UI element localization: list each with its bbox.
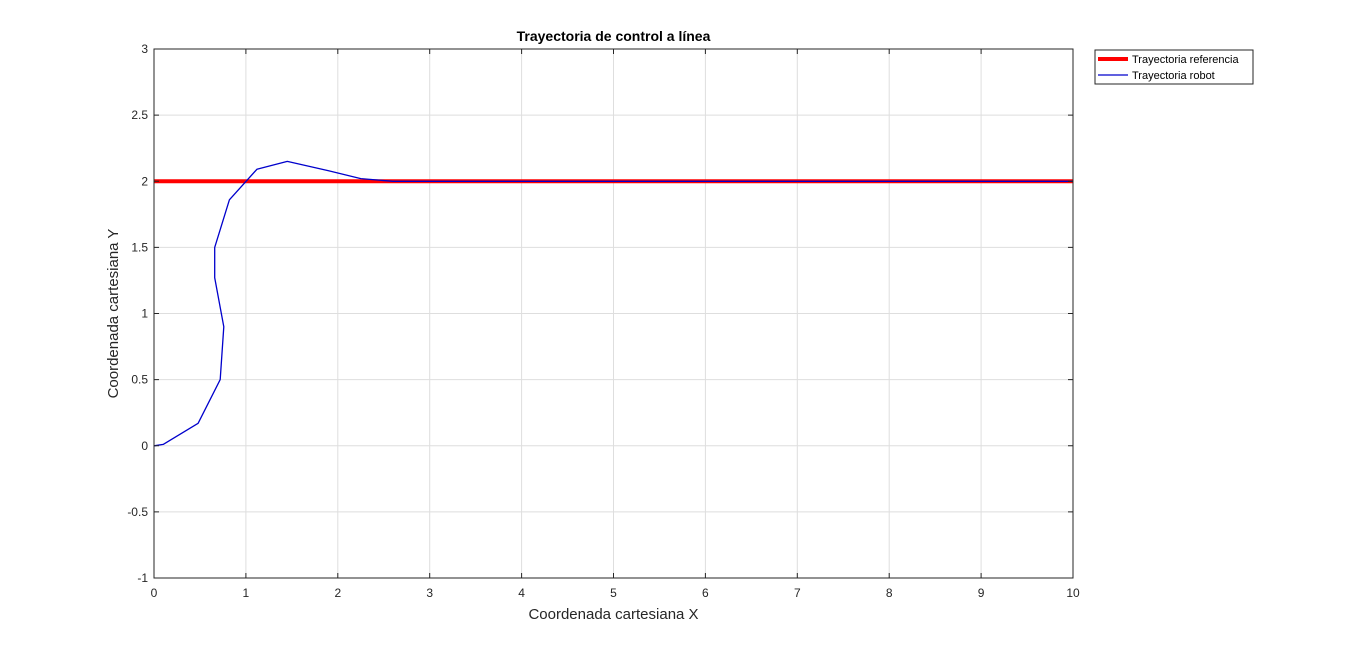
x-tick-label: 4: [518, 586, 525, 600]
legend-label-robot: Trayectoria robot: [1132, 70, 1215, 82]
x-tick-label: 9: [978, 586, 985, 600]
series-line-robot: [153, 160, 1073, 447]
y-tick-label: 2.5: [131, 108, 148, 122]
y-tick-label: 2: [141, 174, 148, 188]
legend-box: [1094, 49, 1254, 85]
y-tick-label: -1: [137, 571, 148, 585]
x-tick-label: 1: [243, 586, 250, 600]
x-tick-label: 8: [886, 586, 893, 600]
x-tick-label: 5: [610, 586, 617, 600]
x-tick-label: 3: [426, 586, 433, 600]
legend: Trayectoria referencia Trayectoria robot: [1094, 49, 1254, 85]
x-axis-label: Coordenada cartesiana X: [528, 606, 698, 623]
x-tick-label: 10: [1066, 586, 1080, 600]
y-tick-label: 0.5: [131, 373, 148, 387]
x-tick-label: 7: [794, 586, 801, 600]
chart-title: Trayectoria de control a línea: [517, 28, 711, 44]
grid: [154, 49, 1073, 578]
x-tick-label: 6: [702, 586, 709, 600]
x-tick-label: 2: [334, 586, 341, 600]
y-tick-label: 0: [141, 439, 148, 453]
ticks: 0 1 2 3 4 5 6 7 8 9 10 -1 -0.5 0 0.5 1 1.5 2 2.5 3: [127, 42, 1080, 600]
x-tick-label: 0: [151, 586, 158, 600]
series-group: [153, 160, 1073, 447]
legend-label-referencia: Trayectoria referencia: [1132, 54, 1239, 66]
y-tick-label: 1: [141, 307, 148, 321]
y-tick-label: -0.5: [127, 505, 148, 519]
y-tick-label: 3: [141, 42, 148, 56]
y-tick-label: 1.5: [131, 240, 148, 254]
y-axis-label: Coordenada cartesiana Y: [105, 229, 122, 399]
